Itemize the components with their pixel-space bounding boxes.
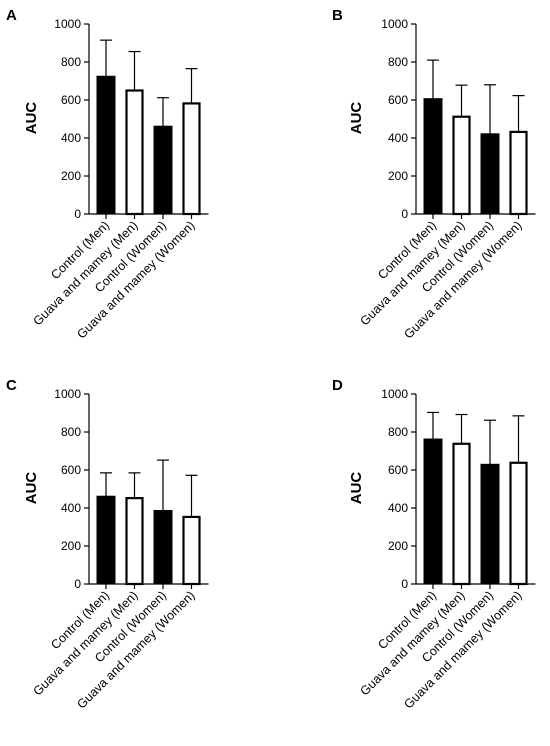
y-tick-label: 1000 — [54, 17, 81, 31]
y-tick-label: 1000 — [381, 17, 408, 31]
bar — [125, 89, 144, 216]
bar — [96, 495, 116, 585]
panel-letter: A — [6, 7, 17, 24]
y-tick-label: 1000 — [54, 387, 81, 401]
y-tick-label: 400 — [388, 131, 408, 145]
panel-letter: B — [332, 7, 343, 24]
y-axis-label: AUC — [348, 102, 365, 135]
y-tick-label: 600 — [61, 93, 81, 107]
bar — [182, 102, 201, 216]
y-tick-label: 0 — [74, 577, 81, 591]
bar — [182, 515, 201, 586]
y-tick-label: 800 — [61, 425, 81, 439]
bar — [423, 98, 443, 215]
y-axis-label: AUC — [348, 472, 365, 505]
y-tick-label: 0 — [74, 207, 81, 221]
y-tick-label: 800 — [388, 55, 408, 69]
y-axis-label: AUC — [23, 102, 40, 135]
bar — [509, 461, 528, 586]
bar — [153, 125, 173, 215]
bar — [153, 509, 173, 585]
bar — [452, 442, 471, 586]
y-tick-label: 600 — [388, 463, 408, 477]
bar — [480, 463, 500, 585]
y-tick-label: 0 — [401, 577, 408, 591]
y-tick-label: 800 — [61, 55, 81, 69]
y-tick-label: 600 — [61, 463, 81, 477]
bar — [423, 438, 443, 585]
bar — [125, 497, 144, 586]
panel-letter: C — [6, 377, 17, 394]
bar — [96, 75, 116, 215]
bar — [480, 133, 500, 215]
y-tick-label: 400 — [61, 501, 81, 515]
panel-letter: D — [332, 377, 343, 394]
bar — [509, 130, 528, 216]
y-axis-label: AUC — [23, 472, 40, 505]
y-tick-label: 200 — [61, 539, 81, 553]
y-tick-label: 800 — [388, 425, 408, 439]
y-tick-label: 0 — [401, 207, 408, 221]
y-tick-label: 200 — [388, 169, 408, 183]
bar — [452, 115, 471, 216]
y-tick-label: 400 — [388, 501, 408, 515]
y-tick-label: 200 — [388, 539, 408, 553]
y-tick-label: 600 — [388, 93, 408, 107]
y-tick-label: 1000 — [381, 387, 408, 401]
y-tick-label: 200 — [61, 169, 81, 183]
y-tick-label: 400 — [61, 131, 81, 145]
